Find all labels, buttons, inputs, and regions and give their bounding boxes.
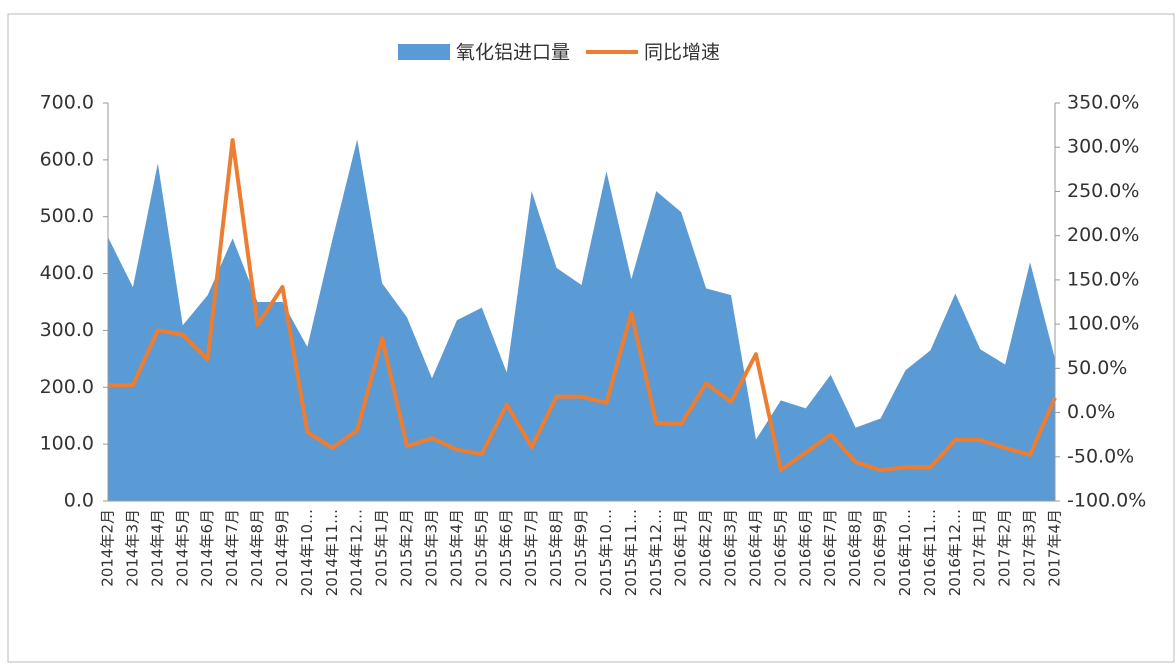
x-tick-label: 2014年12…: [348, 509, 366, 596]
y2-tick-label: -50.0%: [1067, 445, 1134, 467]
y-tick-label: 0.0: [64, 490, 94, 512]
x-tick-label: 2014年3月: [123, 509, 141, 587]
y2-tick-label: 100.0%: [1067, 313, 1139, 335]
x-tick-label: 2016年2月: [697, 509, 715, 587]
x-tick-label: 2016年12…: [946, 509, 964, 596]
x-tick-label: 2015年7月: [522, 509, 540, 587]
y-tick-label: 400.0: [40, 262, 94, 284]
y2-tick-label: 300.0%: [1067, 136, 1139, 158]
y2-tick-label: 350.0%: [1067, 92, 1139, 114]
y2-tick-label: 200.0%: [1067, 224, 1139, 246]
x-tick-label: 2016年5月: [771, 509, 789, 587]
x-tick-label: 2015年1月: [373, 509, 391, 587]
x-tick-label: 2014年4月: [148, 509, 166, 587]
x-tick-label: 2016年10…: [896, 509, 914, 596]
y-tick-label: 100.0: [40, 433, 94, 455]
x-tick-label: 2014年2月: [99, 509, 117, 587]
y-tick-label: 500.0: [40, 205, 94, 227]
x-tick-label: 2015年3月: [422, 509, 440, 587]
x-tick-label: 2016年11…: [921, 509, 939, 596]
x-tick-label: 2014年5月: [173, 509, 191, 587]
x-tick-label: 2015年8月: [547, 509, 565, 587]
y2-tick-label: 150.0%: [1067, 268, 1139, 290]
x-tick-label: 2015年2月: [398, 509, 416, 587]
x-tick-label: 2015年12…: [647, 509, 665, 596]
y-tick-label: 200.0: [40, 376, 94, 398]
x-tick-label: 2015年10…: [597, 509, 615, 596]
x-tick-label: 2015年9月: [572, 509, 590, 587]
y-tick-label: 700.0: [40, 92, 94, 114]
x-tick-label: 2017年2月: [996, 509, 1014, 587]
x-tick-label: 2014年6月: [198, 509, 216, 587]
y-tick-label: 600.0: [40, 148, 94, 170]
legend-label: 同比增速: [644, 42, 720, 64]
line: [108, 138, 1057, 473]
x-tick-label: 2015年6月: [497, 509, 515, 587]
x-tick-label: 2017年4月: [1046, 509, 1064, 587]
y-tick-label: 300.0: [40, 319, 94, 341]
area: [108, 139, 1055, 502]
x-tick-label: 2014年7月: [223, 509, 241, 587]
x-tick-label: 2016年4月: [746, 509, 764, 587]
y2-tick-label: -100.0%: [1067, 490, 1146, 512]
x-tick-label: 2016年6月: [796, 509, 814, 587]
y2-tick-label: 0.0%: [1067, 401, 1115, 423]
y2-tick-label: 50.0%: [1067, 357, 1127, 379]
x-tick-label: 2014年10…: [298, 509, 316, 596]
x-tick-label: 2016年3月: [722, 509, 740, 587]
x-tick-label: 2015年11…: [622, 509, 640, 596]
x-tick-label: 2015年4月: [447, 509, 465, 587]
x-tick-label: 2016年1月: [672, 509, 690, 587]
x-tick-label: 2014年8月: [248, 509, 266, 587]
y2-tick-label: 250.0%: [1067, 180, 1139, 202]
legend-label: 氧化铝进口量: [456, 42, 570, 64]
x-tick-label: 2016年9月: [871, 509, 889, 587]
x-tick-label: 2017年1月: [971, 509, 989, 587]
x-tick-label: 2015年5月: [472, 509, 490, 587]
x-tick-label: 2016年8月: [846, 509, 864, 587]
x-tick-label: 2014年9月: [273, 509, 291, 587]
legend-swatch: [398, 44, 450, 60]
x-tick-label: 2014年11…: [323, 509, 341, 596]
x-tick-label: 2017年3月: [1021, 509, 1039, 587]
x-tick-label: 2016年7月: [821, 509, 839, 587]
